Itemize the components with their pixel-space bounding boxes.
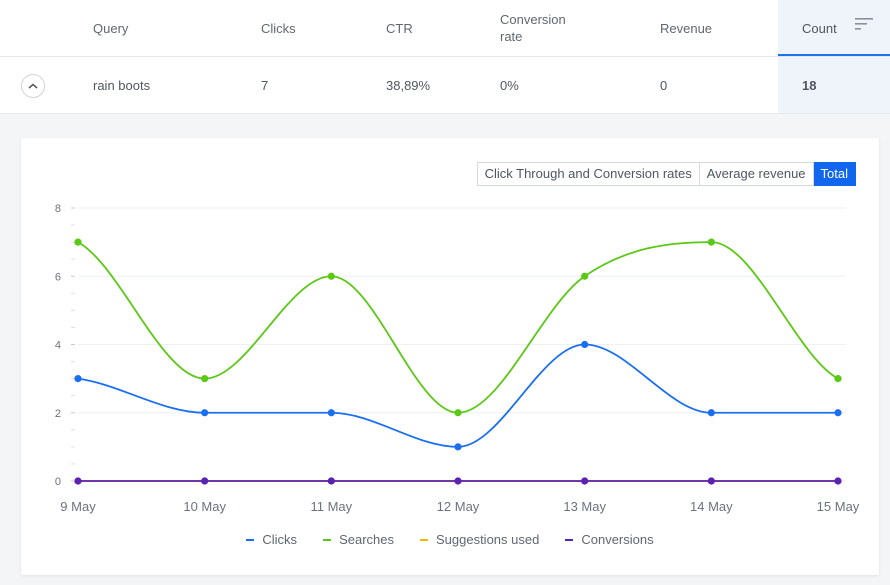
data-point-searches [454, 409, 462, 417]
data-point-conversions [707, 477, 715, 485]
legend-swatch [323, 538, 332, 541]
legend-swatch [565, 538, 574, 541]
y-tick-label: 6 [55, 271, 61, 283]
cell-ctr: 38,89% [386, 77, 431, 93]
header-clicks[interactable]: Clicks [261, 20, 296, 36]
data-point-clicks [581, 340, 589, 349]
cell-conversion-rate: 0% [500, 77, 519, 93]
data-point-clicks [454, 443, 462, 451]
data-point-conversions [581, 477, 589, 485]
header-conversion-line2: rate [500, 29, 523, 44]
chart-mode-tabs: Click Through and Conversion rates Avera… [476, 162, 856, 186]
chart-legend: Clicks Searches Suggestions used Conversion… [21, 532, 879, 547]
y-tick-label: 0 [55, 476, 61, 488]
series-line-searches [77, 241, 839, 414]
header-query[interactable]: Query [93, 20, 129, 36]
results-table: Query Clicks CTR Conversion rate Revenue… [0, 0, 890, 114]
tab-ctr-conversion[interactable]: Click Through and Conversion rates [476, 162, 700, 186]
legend-swatch [419, 538, 428, 541]
line-chart: 0 2 4 6 8 9 May 10 May 11 May 12 May 13 May 14 May… [55, 203, 860, 514]
legend-swatch [246, 538, 255, 541]
cell-count-column [778, 57, 890, 113]
legend-label: Suggestions used [435, 532, 540, 547]
data-point-conversions [201, 477, 209, 485]
header-conversion-rate[interactable]: Conversion rate [500, 0, 566, 56]
legend-item-searches[interactable]: Searches [323, 532, 394, 547]
header-count[interactable]: Count [802, 20, 837, 36]
table-row: rain boots 7 38,89% 0% 0 18 [0, 57, 890, 114]
series-line-clicks [77, 343, 838, 448]
data-point-conversions [74, 477, 82, 485]
data-point-searches [707, 238, 715, 246]
data-point-conversions [327, 477, 335, 485]
legend-label: Clicks [262, 532, 298, 547]
x-tick-label: 14 May [690, 499, 733, 514]
legend-item-clicks[interactable]: Clicks [246, 532, 297, 547]
cell-clicks: 7 [261, 77, 269, 93]
data-point-conversions [834, 477, 842, 485]
x-tick-label: 12 May [437, 499, 480, 514]
data-point-searches [74, 238, 82, 246]
data-point-conversions [454, 477, 462, 485]
x-tick-label: 13 May [563, 499, 606, 514]
chart-card: Click Through and Conversion rates Avera… [21, 138, 879, 575]
data-point-searches [327, 272, 335, 280]
legend-item-conversions[interactable]: Conversions [565, 532, 654, 547]
header-count-column[interactable] [778, 0, 890, 56]
y-tick-label: 4 [55, 340, 61, 352]
data-point-clicks [201, 409, 209, 417]
tab-average-revenue[interactable]: Average revenue [699, 162, 814, 186]
cell-revenue: 0 [660, 77, 668, 93]
data-point-clicks [327, 409, 335, 417]
data-point-clicks [707, 409, 715, 417]
data-point-clicks [74, 375, 82, 383]
cell-query: rain boots [93, 77, 151, 93]
data-point-clicks [834, 409, 842, 417]
chevron-up-icon [28, 83, 38, 89]
sort-icon[interactable] [855, 17, 873, 31]
y-tick-label: 2 [55, 408, 61, 420]
legend-label: Conversions [581, 532, 654, 547]
data-point-searches [201, 375, 209, 383]
x-tick-label: 15 May [817, 499, 860, 514]
collapse-row-button[interactable] [21, 74, 45, 98]
header-ctr[interactable]: CTR [386, 20, 413, 36]
legend-label: Searches [339, 532, 394, 547]
header-revenue[interactable]: Revenue [660, 20, 713, 36]
x-tick-label: 10 May [183, 499, 226, 514]
header-conversion-line1: Conversion [500, 12, 566, 27]
tab-total[interactable]: Total [813, 162, 856, 186]
data-point-searches [834, 375, 842, 383]
x-tick-label: 11 May [310, 499, 352, 514]
legend-item-suggestions-used[interactable]: Suggestions used [419, 532, 540, 547]
y-tick-label: 8 [55, 203, 61, 215]
data-point-searches [581, 272, 589, 280]
cell-count: 18 [802, 77, 817, 93]
table-header: Query Clicks CTR Conversion rate Revenue… [0, 0, 890, 57]
x-tick-label: 9 May [60, 499, 96, 514]
